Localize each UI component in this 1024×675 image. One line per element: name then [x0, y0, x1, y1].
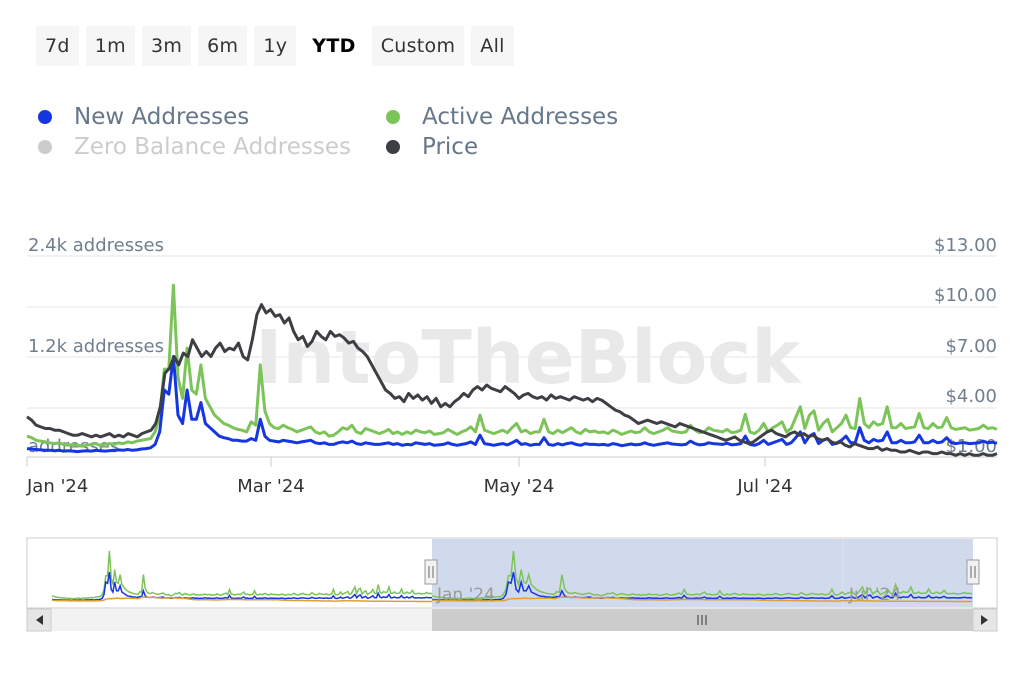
right-axis-label: $10.00 — [934, 285, 997, 306]
navigator-x-label: Jul '24 — [848, 585, 901, 605]
legend-dot-icon — [386, 140, 400, 154]
watermark: IntoTheBlock — [255, 315, 802, 401]
right-axis-label: $7.00 — [945, 336, 997, 357]
scrollbar[interactable] — [26, 608, 998, 632]
navigator-x-labels: Jan '24 Jul '24 — [436, 585, 901, 605]
range-button-3m[interactable]: 3m — [141, 26, 192, 66]
navigator-series-line — [431, 550, 973, 600]
right-axis-label: $13.00 — [934, 235, 997, 256]
navigator-series — [51, 550, 973, 603]
legend-item-new-addresses[interactable]: New Addresses — [38, 104, 249, 130]
x-axis-label: Jul '24 — [736, 476, 792, 497]
series-line-active-addresses[interactable] — [26, 283, 998, 448]
right-axis: $13.00$10.00$7.00$4.00$1.00 — [934, 235, 997, 457]
range-button-6m[interactable]: 6m — [198, 26, 248, 66]
legend-dot-icon — [38, 110, 52, 124]
right-axis-label: $4.00 — [945, 386, 997, 407]
left-axis-label: 1.2k addresses — [28, 336, 164, 357]
navigator-series-line — [51, 596, 433, 603]
navigator[interactable]: Jan '24 Jul '24 — [26, 537, 998, 632]
legend-label: New Addresses — [74, 104, 250, 130]
legend-label: Price — [422, 134, 479, 160]
range-button-1y[interactable]: 1y — [254, 26, 297, 66]
x-axis-label: May '24 — [484, 476, 555, 497]
navigator-series-line — [51, 571, 433, 602]
navigator-left-handle[interactable] — [424, 559, 438, 585]
range-button-custom[interactable]: Custom — [371, 26, 465, 66]
x-axis-label: Jan '24 — [26, 476, 88, 497]
legend-item-zero-balance-addresses[interactable]: Zero Balance Addresses — [38, 134, 351, 160]
left-axis: 2.4k addresses 1.2k addresses addresses — [28, 235, 164, 457]
navigator-x-label: Jan '24 — [436, 585, 495, 605]
range-button-ytd[interactable]: YTD — [303, 26, 365, 66]
series-line-price[interactable] — [26, 303, 998, 457]
navigator-series-line — [431, 596, 973, 603]
range-selector: 7d 1m 3m 6m 1y YTD Custom All — [36, 26, 521, 66]
x-axis: Jan '24 Mar '24 May '24 Jul '24 — [26, 457, 793, 497]
x-axis-label: Mar '24 — [237, 476, 305, 497]
navigator-right-handle[interactable] — [966, 559, 980, 585]
range-button-1m[interactable]: 1m — [85, 26, 135, 66]
legend-label: Zero Balance Addresses — [74, 134, 352, 160]
left-axis-label: 2.4k addresses — [28, 235, 164, 256]
legend-item-price[interactable]: Price — [386, 134, 478, 160]
arrow-left-icon — [36, 615, 43, 625]
legend-dot-icon — [386, 110, 400, 124]
navigator-series-line — [51, 550, 433, 600]
legend-dot-icon — [38, 140, 52, 154]
navigator-series-line — [431, 571, 973, 602]
range-button-all[interactable]: All — [471, 26, 514, 66]
arrow-right-icon — [981, 615, 988, 625]
series-layer — [26, 283, 998, 457]
left-axis-label: addresses — [28, 436, 119, 457]
legend-label: Active Addresses — [422, 104, 619, 130]
range-button-7d[interactable]: 7d — [36, 26, 79, 66]
legend-item-active-addresses[interactable]: Active Addresses — [386, 104, 618, 130]
